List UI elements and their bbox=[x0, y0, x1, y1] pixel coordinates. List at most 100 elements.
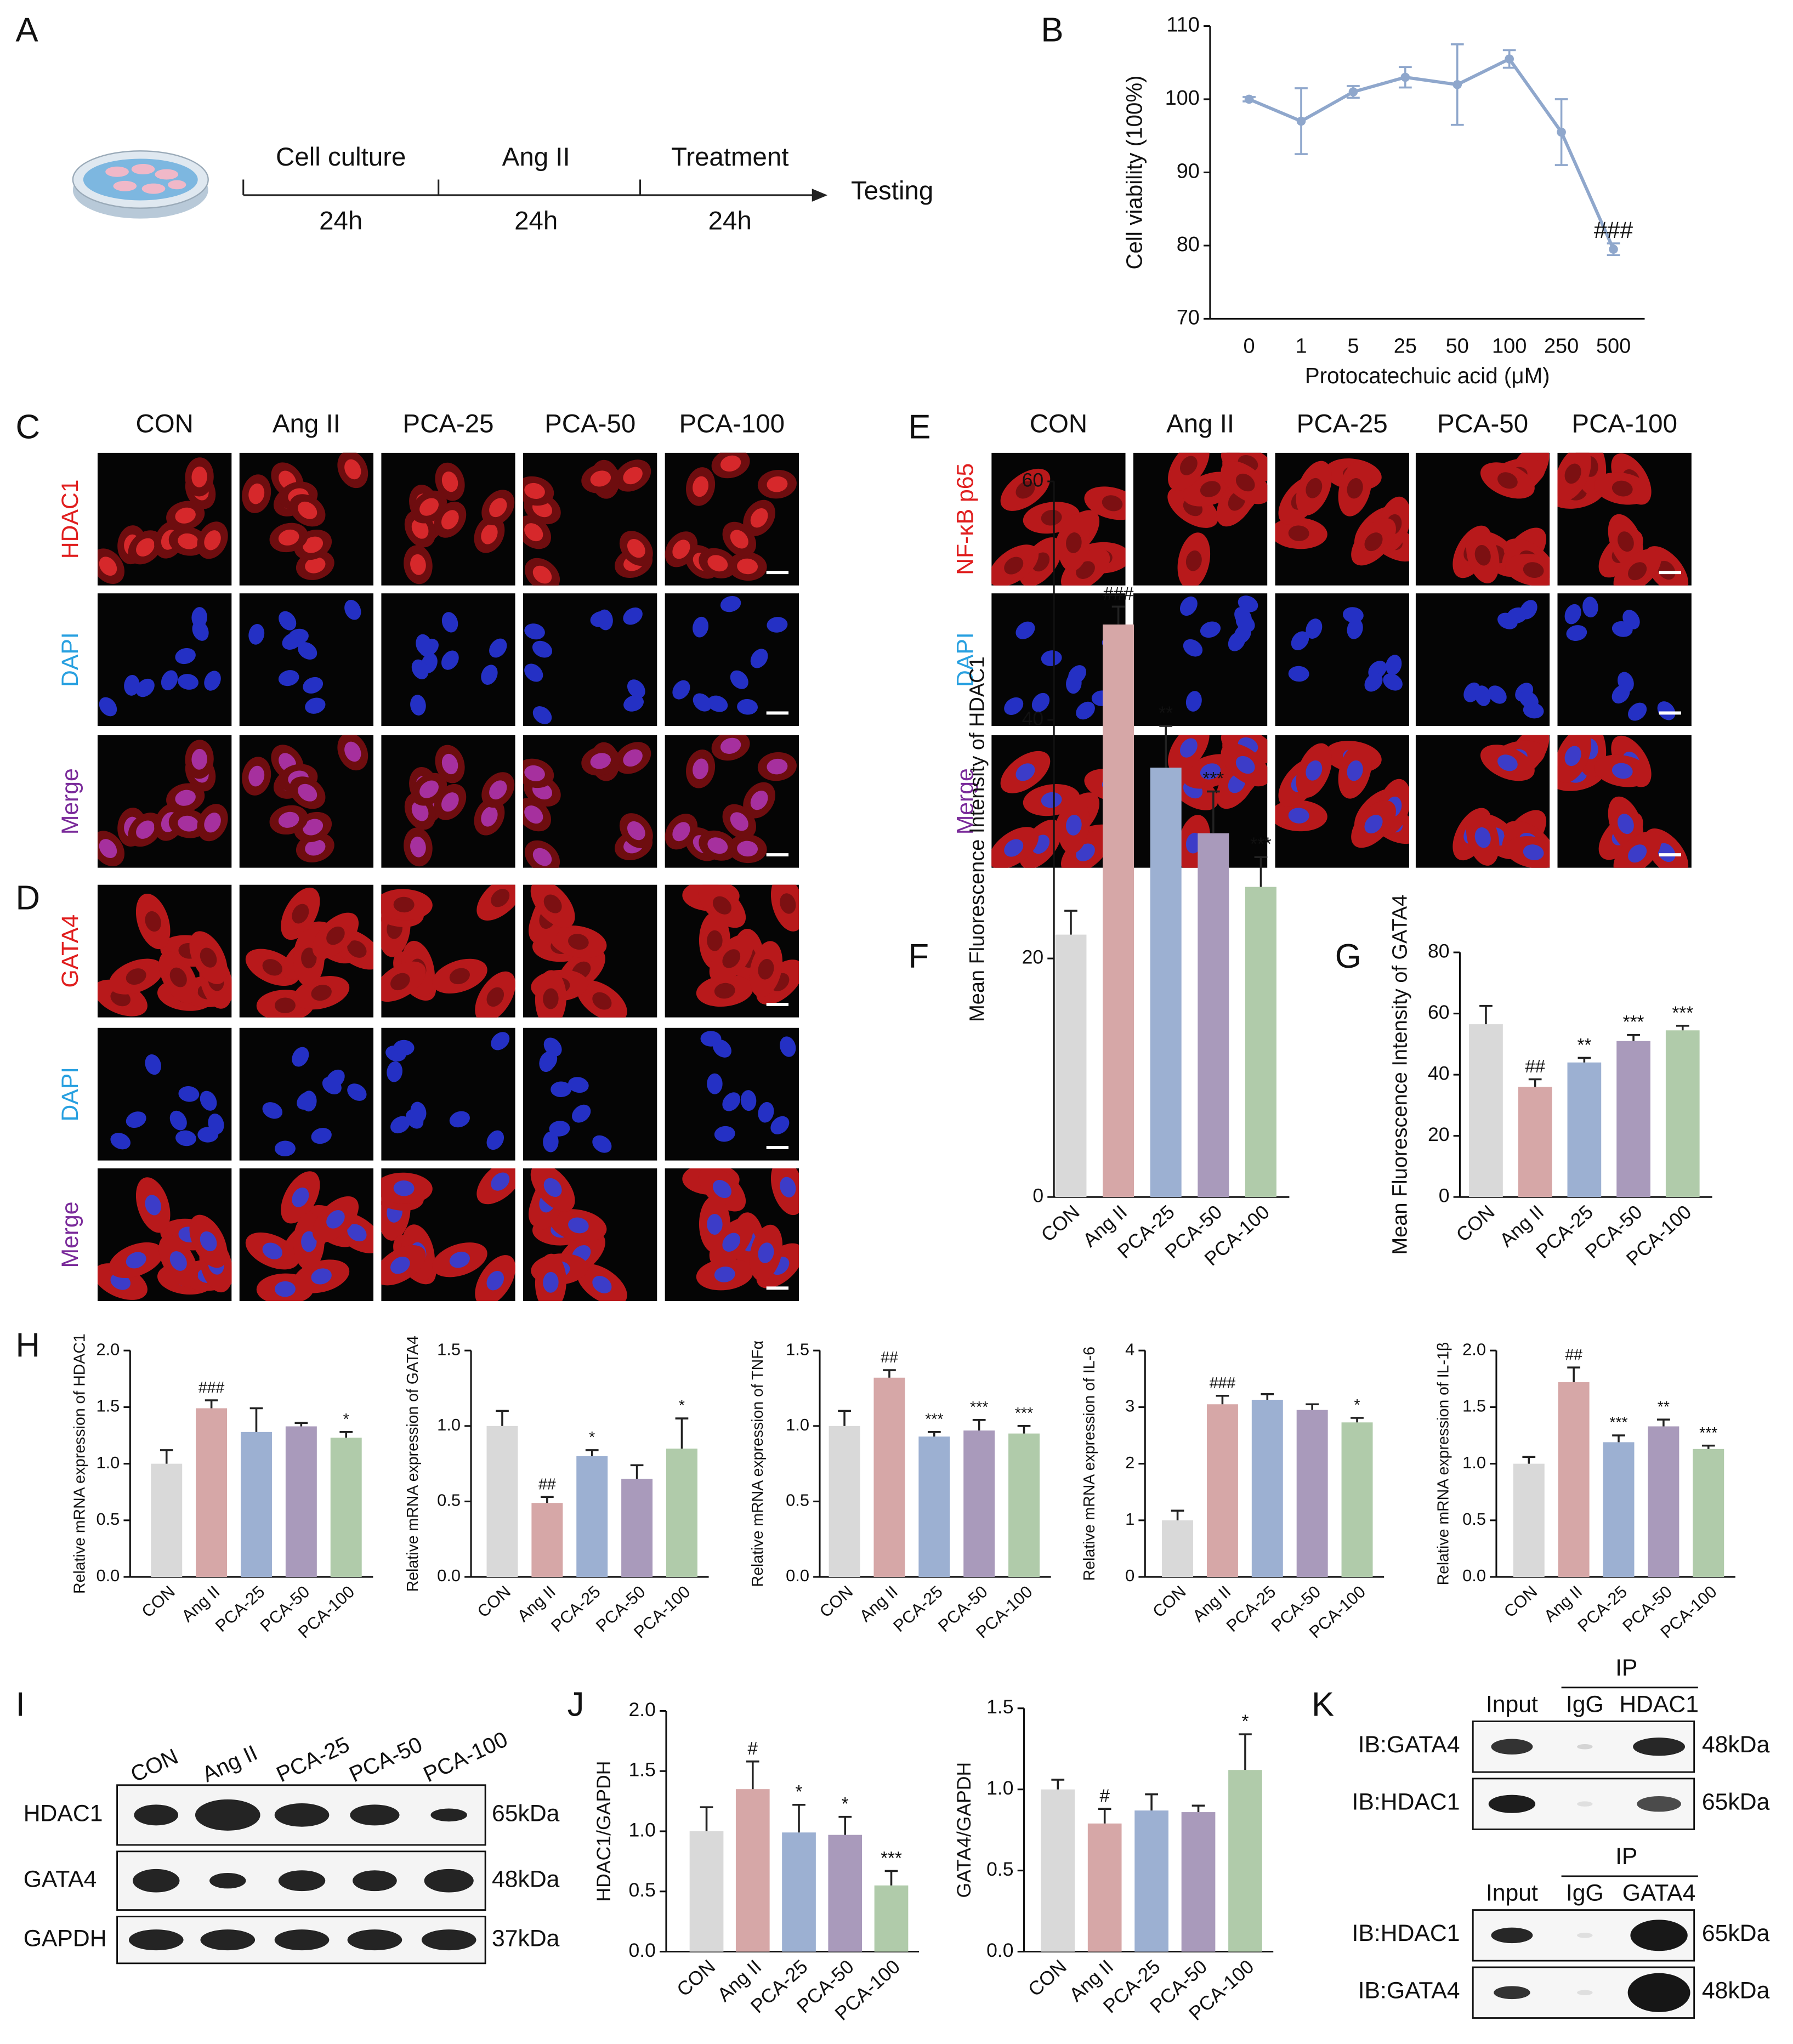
timeline bbox=[242, 179, 828, 202]
blot-size: 48kDa bbox=[492, 1866, 560, 1892]
nucleus bbox=[288, 628, 309, 645]
nucleus bbox=[1612, 621, 1633, 637]
column-header: PCA-25 bbox=[1297, 410, 1388, 439]
row-label: NF-κB p65 bbox=[952, 463, 978, 575]
nucleus bbox=[393, 1180, 415, 1196]
bar bbox=[1162, 1520, 1194, 1577]
nucleus bbox=[1582, 597, 1598, 618]
error-bar bbox=[1522, 1456, 1536, 1464]
nucleus bbox=[145, 1054, 161, 1075]
panel-label: I bbox=[15, 1686, 25, 1724]
nucleus bbox=[178, 1086, 200, 1102]
blot-band bbox=[278, 1870, 326, 1892]
nucleus bbox=[305, 557, 326, 574]
nucleus bbox=[292, 1187, 309, 1207]
error-bar bbox=[205, 1399, 218, 1409]
significance-label: ## bbox=[1565, 1346, 1582, 1364]
significance-label: *** bbox=[881, 1848, 902, 1869]
nucleus bbox=[551, 1081, 572, 1098]
significance-label: ### bbox=[1103, 584, 1134, 604]
column-header: Ang II bbox=[273, 410, 341, 439]
nucleus bbox=[305, 697, 326, 714]
point bbox=[1452, 80, 1462, 89]
nucleus bbox=[441, 510, 459, 530]
micrograph bbox=[239, 884, 374, 1018]
significance-label: *** bbox=[1699, 1424, 1717, 1442]
nucleus bbox=[1612, 763, 1633, 779]
nucleus bbox=[1364, 532, 1383, 552]
nucleus bbox=[126, 1111, 146, 1128]
coip-row-label: IB:HDAC1 bbox=[1352, 1788, 1460, 1815]
error-bar bbox=[1657, 1418, 1670, 1427]
nucleus bbox=[627, 821, 645, 841]
step-name: Ang II bbox=[502, 143, 570, 172]
coip-row-label: IB:HDAC1 bbox=[1352, 1920, 1460, 1946]
y-tick-label: 1 bbox=[1125, 1509, 1134, 1529]
nucleus bbox=[481, 524, 498, 544]
bar bbox=[1041, 1789, 1075, 1952]
bar bbox=[1181, 1812, 1216, 1952]
nucleus bbox=[722, 1092, 741, 1111]
bar bbox=[1134, 1810, 1168, 1952]
nucleus bbox=[568, 1077, 589, 1093]
nucleus bbox=[248, 624, 265, 645]
column-header: PCA-50 bbox=[544, 410, 636, 439]
error-bar bbox=[1111, 605, 1125, 625]
row-label: Merge bbox=[57, 768, 83, 834]
nucleus bbox=[623, 749, 643, 767]
micrograph bbox=[1275, 452, 1409, 586]
nucleus bbox=[449, 1251, 470, 1268]
micrograph bbox=[1415, 735, 1550, 868]
y-tick-label: 0 bbox=[1032, 1185, 1043, 1207]
nucleus bbox=[303, 536, 324, 553]
nucleus bbox=[524, 805, 543, 824]
blot-band bbox=[1491, 1739, 1533, 1755]
nucleus bbox=[712, 1180, 731, 1199]
nucleus bbox=[627, 538, 645, 558]
x-tick-label: 25 bbox=[1394, 335, 1417, 358]
nucleus bbox=[1235, 473, 1255, 492]
y-axis-label: GATA4/GAPDH bbox=[953, 1762, 975, 1898]
micrograph bbox=[523, 1168, 657, 1302]
coip-size: 48kDa bbox=[1702, 1977, 1770, 2003]
nucleus bbox=[347, 1224, 367, 1242]
nucleus bbox=[1474, 827, 1491, 848]
error-bar bbox=[540, 1496, 554, 1503]
nucleus bbox=[1657, 843, 1676, 862]
blot-band bbox=[353, 1870, 397, 1892]
micrograph bbox=[523, 452, 657, 586]
line bbox=[1248, 56, 1615, 250]
coip-size: 65kDa bbox=[1702, 1788, 1770, 1815]
nucleus bbox=[780, 1177, 796, 1197]
bar bbox=[1665, 1030, 1700, 1197]
nucleus bbox=[590, 470, 611, 487]
nucleus bbox=[441, 612, 458, 633]
nucleus bbox=[204, 813, 221, 833]
micrograph bbox=[239, 735, 374, 868]
nucleus bbox=[1564, 604, 1581, 624]
nucleus bbox=[344, 459, 361, 480]
nucleus bbox=[1015, 763, 1035, 781]
nucleus bbox=[543, 988, 559, 1009]
nucleus bbox=[714, 1267, 735, 1282]
y-tick-label: 2.0 bbox=[629, 1699, 656, 1721]
nucleus bbox=[623, 695, 644, 712]
nucleus bbox=[303, 677, 324, 694]
coip-column-label: IgG bbox=[1566, 1691, 1604, 1717]
y-tick-label: 2 bbox=[1125, 1453, 1134, 1472]
micrograph-bg bbox=[97, 593, 232, 726]
panel-label: A bbox=[15, 12, 38, 49]
nucleus bbox=[543, 894, 562, 913]
nucleus bbox=[722, 949, 741, 968]
error-bar bbox=[1528, 1078, 1542, 1087]
bar bbox=[1228, 1770, 1262, 1952]
error-bar bbox=[700, 1806, 713, 1832]
blot bbox=[1472, 1966, 1695, 2019]
coip-column-label: HDAC1 bbox=[1619, 1691, 1699, 1717]
bar bbox=[666, 1449, 697, 1577]
nucleus bbox=[707, 555, 728, 572]
micrograph bbox=[523, 735, 657, 868]
nucleus bbox=[301, 1231, 317, 1252]
nucleus bbox=[305, 839, 326, 856]
